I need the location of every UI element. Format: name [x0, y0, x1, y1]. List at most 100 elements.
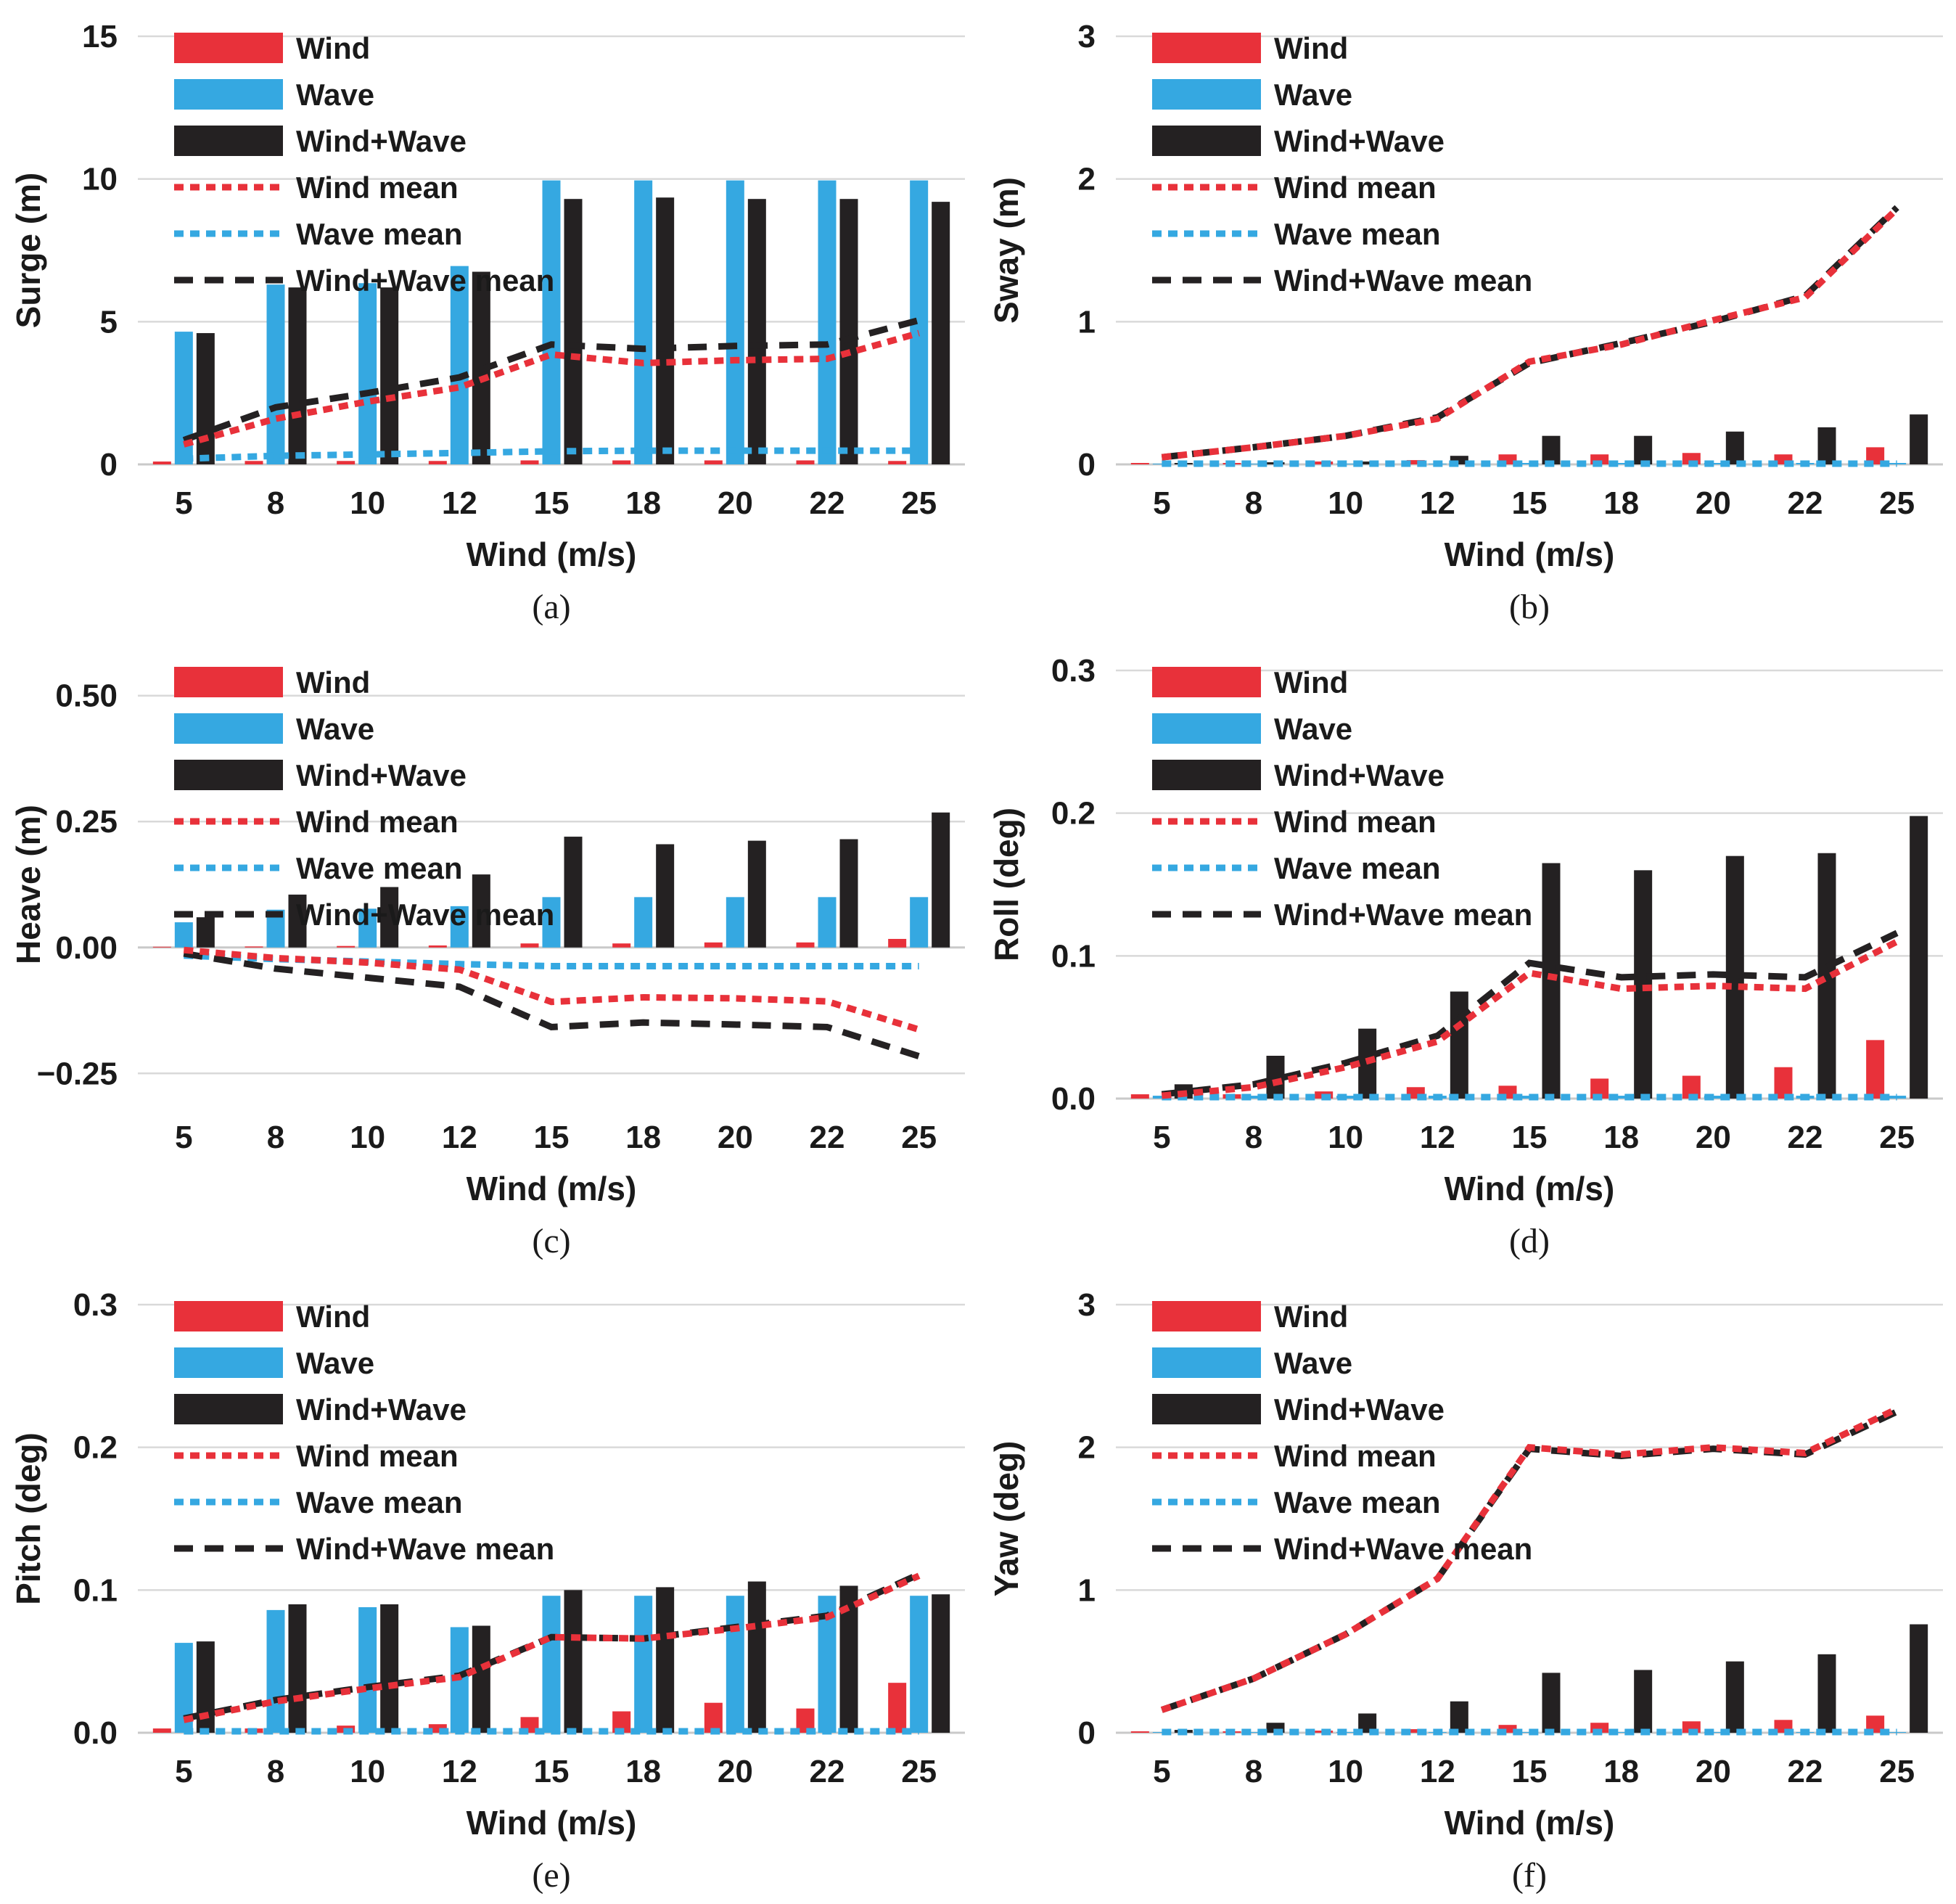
chart-e: 0.0 0.1 0.2 0.3 5 8 10 12 15 18 20 22 25 Wind (m/s) Pi…	[0, 1268, 978, 1903]
x-tick-label: 5	[175, 1754, 192, 1789]
y-tick-label: 0.2	[73, 1430, 118, 1466]
x-tick-label: 18	[1603, 1754, 1639, 1789]
wind_wave-bar	[747, 1581, 766, 1733]
wind_wave-bar	[1542, 1673, 1561, 1733]
x-tick-label: 25	[1879, 1754, 1915, 1789]
wave-bar	[1152, 1096, 1171, 1099]
wind-bar	[428, 945, 447, 948]
wave-bar	[358, 283, 377, 464]
legend-label: Wind mean	[296, 805, 459, 839]
wave-bar	[542, 180, 561, 464]
chart-background	[0, 1268, 978, 1903]
wind-mean-line	[1161, 938, 1899, 1099]
wind-mean-line	[1161, 206, 1899, 461]
wind_wave-bar	[1634, 435, 1653, 464]
y-axis-label: Yaw (deg)	[987, 1441, 1025, 1597]
legend-label: Wind+Wave	[296, 758, 467, 792]
legend-label: Wave	[296, 78, 374, 112]
wave-bar	[634, 897, 653, 948]
legend-label: Wind	[296, 1300, 370, 1334]
legend-label: Wave	[1274, 78, 1352, 112]
wave-bar	[358, 908, 377, 948]
panel-caption: (b)	[1509, 588, 1550, 626]
legend-label: Wind	[296, 31, 370, 65]
y-tick-label: 0	[100, 447, 118, 483]
legend-label: Wind	[1274, 1300, 1348, 1334]
legend-label: Wind+Wave mean	[296, 898, 554, 932]
wind-bar	[612, 460, 631, 464]
wind_wave-bar	[1910, 1624, 1928, 1733]
x-tick-label: 20	[1696, 1754, 1731, 1789]
x-tick-label: 15	[534, 1120, 570, 1155]
wind-bar	[1130, 463, 1149, 464]
wind-bar	[796, 942, 815, 948]
y-tick-label: 0	[1078, 447, 1096, 483]
panel-caption: (e)	[532, 1856, 570, 1895]
legend-swatch-wave	[174, 713, 283, 744]
x-tick-label: 12	[1420, 1120, 1455, 1155]
chart-panel-yaw: 0 1 2 3 5 8 10 12 15 18 20 22 25 Wind (m/s) Yaw (deg)(…	[978, 1268, 1956, 1903]
legend-label: Wind+Wave	[1274, 1392, 1445, 1427]
wave-bar	[266, 284, 285, 464]
mean-lines	[1160, 1406, 1899, 1736]
wind_wave-bar	[196, 333, 215, 464]
y-tick-label: 0.1	[1051, 938, 1096, 974]
y-tick-label: 0.00	[55, 930, 118, 966]
legend-label: Wind mean	[296, 171, 459, 205]
y-tick-label: 0	[1078, 1715, 1096, 1751]
legend-label: Wave	[1274, 1346, 1352, 1380]
legend-swatch-wind	[1152, 33, 1261, 63]
y-tick-label: 10	[82, 162, 118, 197]
x-tick-label: 20	[718, 1754, 753, 1789]
wave-bar	[726, 180, 744, 464]
wind-mean-line	[1160, 1406, 1899, 1713]
wave-bar	[726, 1596, 744, 1733]
y-tick-label: 0.25	[55, 804, 118, 840]
x-tick-label: 20	[718, 1120, 753, 1155]
mean-lines	[182, 317, 920, 462]
chart-a: 0 5 10 15 5 8 10 12 15 18 20 22 25 Wind (m/s) Surge (m…	[0, 0, 978, 634]
wind_wave-bar	[932, 812, 950, 948]
wave-bar	[450, 906, 469, 948]
chart-d: 0.0 0.1 0.2 0.3 5 8 10 12 15 18 20 22 25 Wind (m/s) Ro…	[978, 634, 1956, 1268]
wind-bar	[1866, 447, 1885, 464]
legend-label: Wind mean	[1274, 1439, 1437, 1473]
chart-panel-sway: 0 1 2 3 5 8 10 12 15 18 20 22 25 Wind (m/s) Sway (m) (b…	[978, 0, 1956, 634]
wind_wave-bar	[932, 202, 950, 464]
legend-swatch-wind	[1152, 1301, 1261, 1331]
wind_wave-bar	[472, 1625, 490, 1733]
x-axis-label: Wind (m/s)	[1445, 1804, 1615, 1842]
x-tick-label: 8	[1245, 1754, 1262, 1789]
x-tick-label: 12	[1420, 485, 1455, 521]
wind-bar	[244, 461, 263, 464]
wind_wave-bar	[1450, 991, 1468, 1099]
wind-bar	[337, 461, 356, 464]
wave-bar	[542, 1596, 561, 1733]
y-tick-label: 0.2	[1051, 796, 1096, 832]
legend-label: Wave mean	[1274, 217, 1441, 251]
wind_wave-bar	[1358, 461, 1377, 464]
legend-label: Wind	[1274, 665, 1348, 699]
legend: Wind Wave Wind+Wave Wind mean Wave mean Wind+…	[1152, 665, 1532, 932]
wind-bar	[612, 943, 631, 948]
x-tick-label: 15	[1512, 1754, 1548, 1789]
wind-bar	[1130, 1094, 1149, 1099]
wind-bar	[1774, 1067, 1793, 1099]
legend: Wind Wave Wind+Wave Wind mean Wave mean Wind+…	[174, 31, 554, 298]
y-tick-label: 2	[1078, 162, 1096, 197]
wave-bar	[1152, 1732, 1171, 1733]
wind_wave-bar	[1542, 863, 1561, 1099]
chart-panel-roll: 0.0 0.1 0.2 0.3 5 8 10 12 15 18 20 22 25 Wind (m/s) Ro…	[978, 634, 1956, 1268]
legend-swatch-wave	[1152, 1347, 1261, 1378]
wind_wave-bar	[656, 844, 675, 948]
wave-bar	[818, 897, 837, 948]
wind_wave-bar	[1634, 1670, 1653, 1733]
wind-bar	[796, 460, 815, 464]
wind-wave-mean-line	[183, 950, 921, 1059]
x-tick-label: 10	[350, 1754, 385, 1789]
y-tick-label: 0.50	[55, 678, 118, 714]
mean-lines	[183, 1571, 921, 1735]
wave-bar	[174, 922, 193, 948]
